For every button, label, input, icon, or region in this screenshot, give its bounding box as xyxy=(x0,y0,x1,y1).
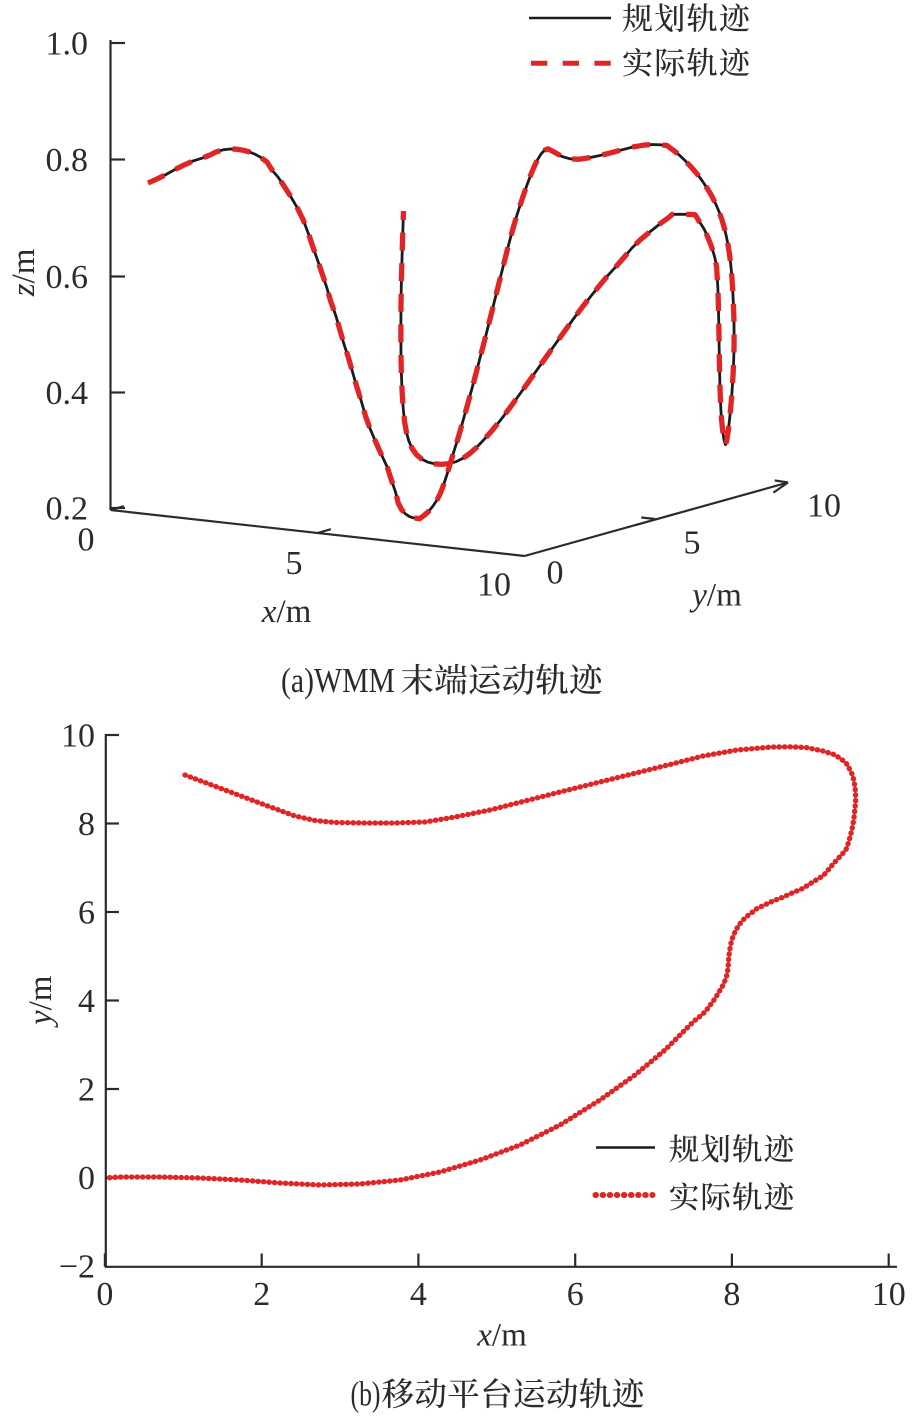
svg-text:5: 5 xyxy=(684,525,701,562)
svg-text:10: 10 xyxy=(807,488,841,525)
svg-text:1.0: 1.0 xyxy=(46,26,89,63)
svg-text:8: 8 xyxy=(723,1276,740,1313)
svg-text:4: 4 xyxy=(78,983,95,1020)
svg-text:2: 2 xyxy=(78,1072,95,1109)
svg-text:0.8: 0.8 xyxy=(46,142,89,179)
svg-text:2: 2 xyxy=(253,1276,270,1313)
svg-text:y/m: y/m xyxy=(23,975,59,1028)
svg-text:0.2: 0.2 xyxy=(46,491,89,528)
svg-text:(b): (b) xyxy=(351,1375,381,1414)
svg-text:x/m: x/m xyxy=(476,1318,527,1354)
svg-text:x/m: x/m xyxy=(261,594,312,630)
svg-text:10: 10 xyxy=(477,567,511,604)
svg-text:6: 6 xyxy=(78,895,95,932)
svg-text:y/m: y/m xyxy=(689,578,742,614)
svg-text:4: 4 xyxy=(410,1276,427,1313)
svg-text:0: 0 xyxy=(78,1160,95,1197)
svg-text:0.6: 0.6 xyxy=(46,259,89,296)
svg-text:5: 5 xyxy=(286,545,303,582)
svg-text:10: 10 xyxy=(872,1276,906,1313)
svg-text:0: 0 xyxy=(96,1276,113,1313)
svg-text:8: 8 xyxy=(78,806,95,843)
svg-text:10: 10 xyxy=(61,718,95,755)
svg-text:6: 6 xyxy=(567,1276,584,1313)
svg-text:−2: −2 xyxy=(59,1249,95,1286)
svg-text:0: 0 xyxy=(78,522,95,559)
svg-text:z/m: z/m xyxy=(6,248,42,297)
svg-text:(a)WMM: (a)WMM xyxy=(281,661,395,700)
svg-text:0: 0 xyxy=(547,555,564,592)
svg-text:0.4: 0.4 xyxy=(46,375,89,412)
